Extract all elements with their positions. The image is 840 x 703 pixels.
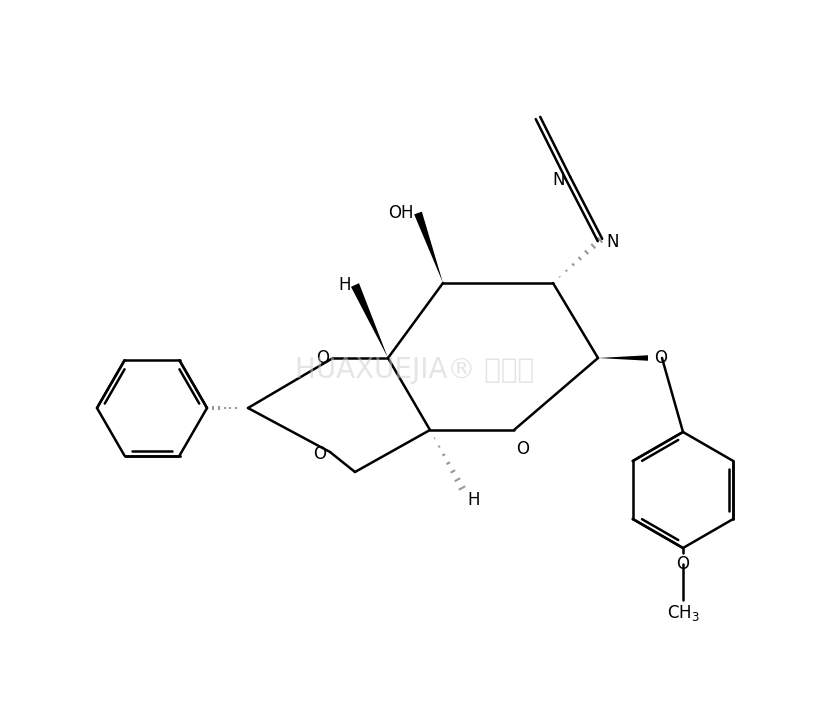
Text: O: O (676, 555, 690, 573)
Polygon shape (351, 283, 388, 358)
Text: CH$_3$: CH$_3$ (667, 603, 700, 623)
Text: H: H (339, 276, 351, 294)
Text: H: H (467, 491, 480, 509)
Text: O: O (654, 349, 667, 367)
Polygon shape (414, 212, 443, 283)
Text: OH: OH (388, 204, 414, 222)
Text: HUAXUEJIA® 化学加: HUAXUEJIA® 化学加 (296, 356, 534, 384)
Text: O: O (516, 440, 529, 458)
Text: N: N (606, 233, 618, 251)
Text: N: N (553, 171, 565, 189)
Text: O: O (313, 445, 326, 463)
Text: O: O (316, 349, 329, 367)
Polygon shape (598, 355, 648, 361)
